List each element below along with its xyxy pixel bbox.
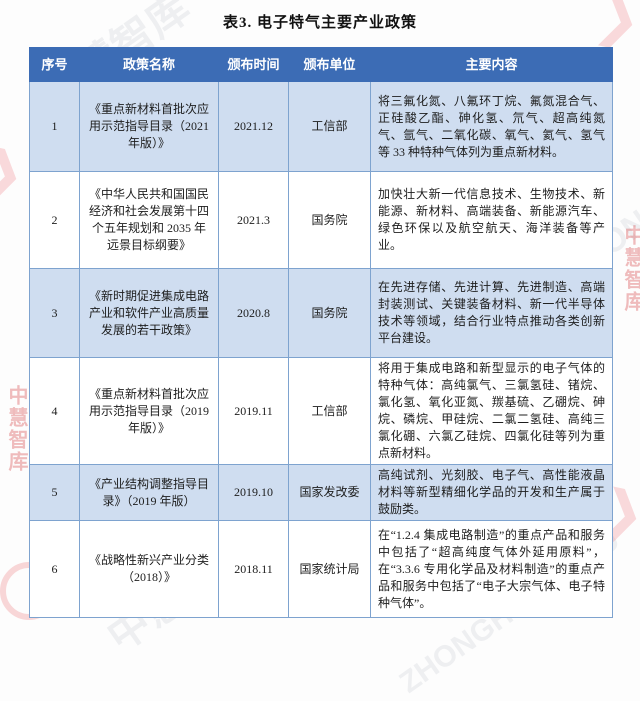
- cell-org: 工信部: [288, 81, 371, 172]
- watermark-chevron-left: ❯: [0, 137, 31, 207]
- header-row: 序号 政策名称 颁布时间 颁布单位 主要内容: [29, 47, 613, 82]
- header-org: 颁布单位: [288, 47, 371, 82]
- cell-org: 国务院: [288, 171, 371, 269]
- cell-content: 将三氟化氮、八氟环丁烷、氟氮混合气、正硅酸乙酯、砷化氢、氘气、超高纯氮气、氩气、…: [370, 81, 613, 172]
- watermark-seal-left: 中慧智库: [5, 385, 27, 473]
- cell-name: 《产业结构调整指导目录》（2019 年版）: [79, 464, 219, 521]
- table-row: 3 《新时期促进集成电路产业和软件产业高质量发展的若干政策》 2020.8 国务…: [29, 268, 613, 358]
- cell-content: 高纯试剂、光刻胶、电子气、高性能液晶材料等新型精细化学品的开发和生产属于鼓励类。: [370, 464, 613, 521]
- header-name: 政策名称: [79, 47, 219, 82]
- cell-date: 2019.10: [218, 464, 289, 521]
- cell-no: 3: [29, 268, 80, 358]
- cell-content: 在“1.2.4 集成电路制造”的重点产品和服务中包括了“超高纯度气体外延用原料”…: [370, 520, 613, 618]
- cell-date: 2021.3: [218, 171, 289, 269]
- cell-date: 2021.12: [218, 81, 289, 172]
- table-row: 6 《战略性新兴产业分类（2018）》 2018.11 国家统计局 在“1.2.…: [29, 520, 613, 618]
- cell-name: 《重点新材料首批次应用示范指导目录（2021 年版）》: [79, 81, 219, 172]
- cell-no: 2: [29, 171, 80, 269]
- table-body: 1 《重点新材料首批次应用示范指导目录（2021 年版）》 2021.12 工信…: [29, 81, 613, 618]
- cell-name: 《战略性新兴产业分类（2018）》: [79, 520, 219, 618]
- table-row: 5 《产业结构调整指导目录》（2019 年版） 2019.10 国家发改委 高纯…: [29, 464, 613, 521]
- header-content: 主要内容: [370, 47, 613, 82]
- cell-name: 《中华人民共和国国民经济和社会发展第十四个五年规划和 2035 年远景目标纲要》: [79, 171, 219, 269]
- table-header: 序号 政策名称 颁布时间 颁布单位 主要内容: [29, 47, 613, 82]
- cell-no: 6: [29, 520, 80, 618]
- cell-org: 国家统计局: [288, 520, 371, 618]
- table-row: 1 《重点新材料首批次应用示范指导目录（2021 年版）》 2021.12 工信…: [29, 81, 613, 172]
- table-row: 4 《重点新材料首批次应用示范指导目录（2019 年版）》 2019.11 工信…: [29, 357, 613, 465]
- cell-content: 在先进存储、先进计算、先进制造、高端封装测试、关键装备材料、新一代半导体技术等领…: [370, 268, 613, 358]
- cell-name: 《新时期促进集成电路产业和软件产业高质量发展的若干政策》: [79, 268, 219, 358]
- header-no: 序号: [29, 47, 80, 82]
- table-row: 2 《中华人民共和国国民经济和社会发展第十四个五年规划和 2035 年远景目标纲…: [29, 171, 613, 269]
- page-title: 表3. 电子特气主要产业政策: [222, 15, 417, 31]
- cell-no: 4: [29, 357, 80, 465]
- cell-no: 5: [29, 464, 80, 521]
- watermark-seal-right: 中慧智库: [621, 225, 640, 313]
- cell-date: 2018.11: [218, 520, 289, 618]
- cell-org: 工信部: [288, 357, 371, 465]
- cell-content: 将用于集成电路和新型显示的电子气体的特种气体：高纯氯气、三氯氢硅、锗烷、氯化氢、…: [370, 357, 613, 465]
- header-date: 颁布时间: [218, 47, 289, 82]
- cell-date: 2020.8: [218, 268, 289, 358]
- cell-name: 《重点新材料首批次应用示范指导目录（2019 年版）》: [79, 357, 219, 465]
- policy-table: 序号 政策名称 颁布时间 颁布单位 主要内容 1 《重点新材料首批次应用示范指导…: [29, 47, 613, 618]
- cell-date: 2019.11: [218, 357, 289, 465]
- cell-org: 国家发改委: [288, 464, 371, 521]
- cell-no: 1: [29, 81, 80, 172]
- cell-org: 国务院: [288, 268, 371, 358]
- cell-content: 加快壮大新一代信息技术、生物技术、新能源、新材料、高端装备、新能源汽车、绿色环保…: [370, 171, 613, 269]
